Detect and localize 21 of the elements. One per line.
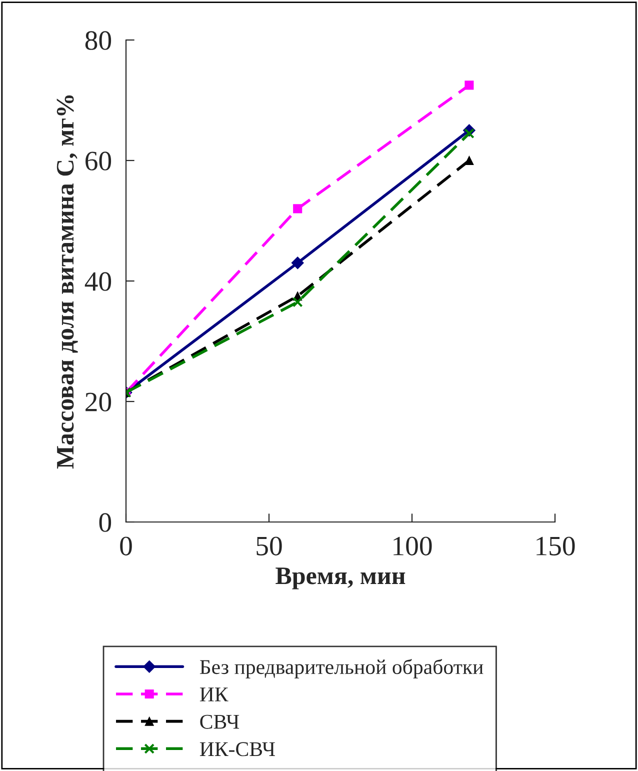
legend-label: Без предварительной обработки (200, 658, 484, 678)
point (464, 80, 474, 90)
y-tick-label: 20 (86, 392, 112, 412)
point (293, 204, 302, 214)
point (292, 296, 303, 308)
legend-label: ИК (200, 688, 228, 702)
x-tick-label: 50 (256, 536, 282, 556)
y-tick-label: 80 (85, 31, 112, 50)
point (464, 156, 474, 166)
point (291, 256, 304, 270)
x-tick-label: 150 (536, 536, 575, 556)
x-tick-label: 100 (394, 536, 432, 556)
x-tick-label: 0 (120, 536, 132, 556)
x-axis-title: Время, мин (276, 568, 406, 590)
y-tick-label: 0 (99, 513, 112, 532)
y-tick-label: 40 (84, 272, 112, 291)
legend-label: ИК-СВЧ (200, 742, 275, 756)
legend-label: СВЧ (200, 714, 240, 729)
point (464, 128, 474, 139)
y-axis-title: Массовая доля витамина С, мг% (56, 95, 78, 469)
y-tick-label: 60 (86, 152, 112, 170)
